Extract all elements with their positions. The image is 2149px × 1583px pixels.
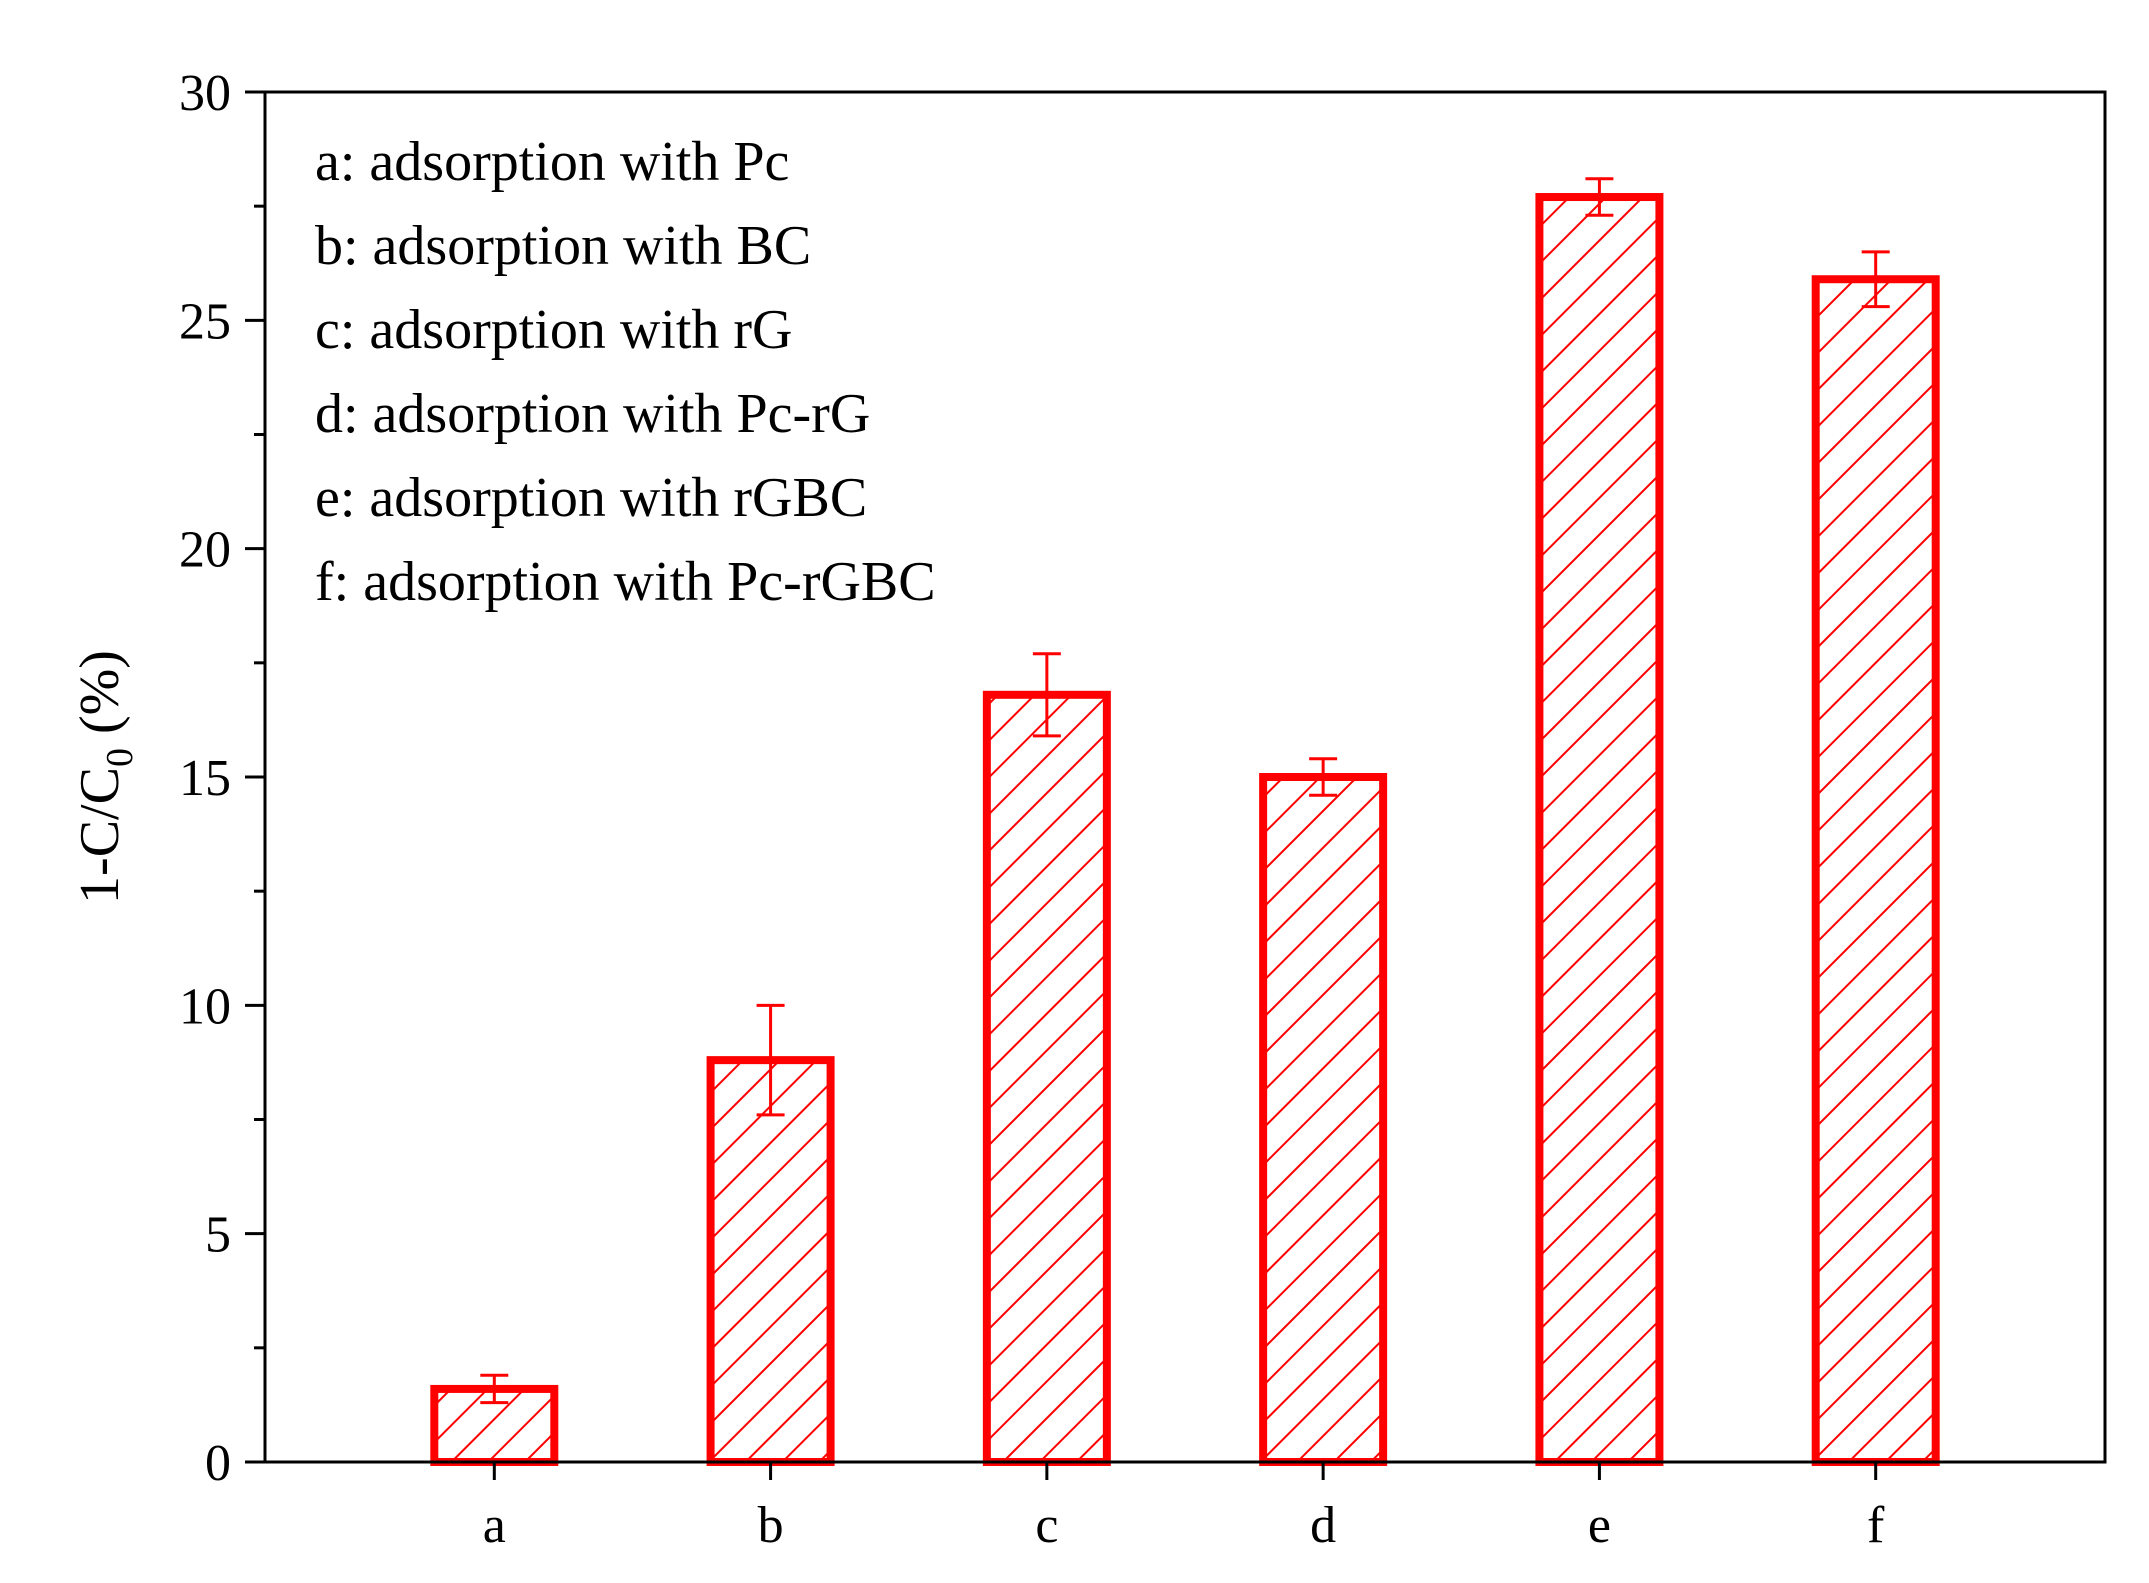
legend-entry-e: e: adsorption with rGBC: [315, 467, 867, 529]
y-tick-label-10: 10: [179, 978, 231, 1035]
y-tick-label-30: 30: [179, 65, 231, 122]
x-tick-label-e: e: [1588, 1497, 1611, 1554]
y-tick-label-5: 5: [205, 1207, 231, 1264]
y-axis-title-unit: (%): [69, 650, 131, 748]
legend-entry-a: a: adsorption with Pc: [315, 131, 789, 193]
bar-c: [982, 690, 1111, 1466]
x-tick-label-c: c: [1035, 1497, 1058, 1554]
y-axis-title-subscript: 0: [99, 748, 141, 767]
bar-b: [706, 1056, 835, 1466]
legend-entry-c: c: adsorption with rG: [315, 299, 792, 361]
error-bars-layer: [480, 177, 1890, 1405]
y-tick-label-15: 15: [179, 750, 231, 807]
legend-entry-b: b: adsorption with BC: [315, 215, 811, 277]
ticks-layer: a b c d e f 0 5 10 15 20 25 30: [179, 65, 1885, 1554]
legend-entry-f: f: adsorption with Pc-rGBC: [315, 551, 936, 613]
bar-e: [1535, 193, 1664, 1467]
x-tick-label-a: a: [483, 1497, 506, 1554]
x-tick-label-f: f: [1867, 1497, 1885, 1554]
y-tick-label-0: 0: [205, 1435, 231, 1492]
bar-d: [1259, 773, 1388, 1466]
bar-f: [1811, 275, 1940, 1467]
y-tick-label-20: 20: [179, 522, 231, 579]
y-tick-label-25: 25: [179, 293, 231, 350]
legend-entry-d: d: adsorption with Pc-rG: [315, 383, 870, 445]
y-axis-title-main: 1-C/C: [69, 767, 131, 904]
legend: a: adsorption with Pc b: adsorption with …: [315, 131, 936, 613]
x-tick-label-d: d: [1310, 1497, 1336, 1554]
y-axis-title: 1-C/C0 (%): [69, 650, 141, 904]
x-tick-label-b: b: [758, 1497, 784, 1554]
